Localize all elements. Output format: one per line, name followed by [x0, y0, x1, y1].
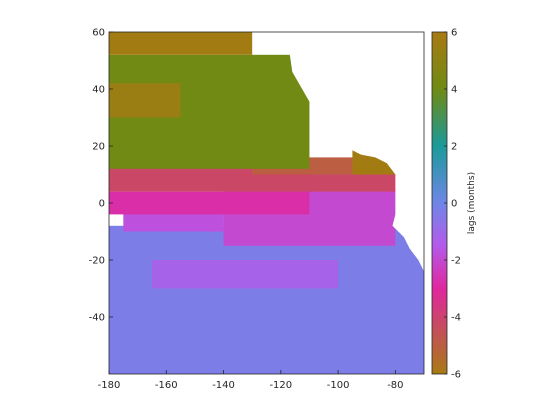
y-tick-label: 40: [92, 85, 105, 96]
heatmap-cells: [109, 32, 424, 374]
heatmap-cell-north-pacific-inner: [109, 83, 181, 118]
x-axis: -180 -160 -140 -120 -100 -80: [98, 370, 404, 391]
colorbar-tick-label: 6: [451, 28, 457, 39]
y-axis: -40 -20 0 20 40 60: [89, 28, 113, 324]
heatmap-cell-south-band: [151, 260, 339, 289]
land-shape-0: [257, 32, 424, 272]
x-tick-label: -140: [212, 380, 235, 391]
x-tick-label: -180: [98, 380, 121, 391]
x-tick-label: -160: [155, 380, 178, 391]
x-tick-label: -120: [269, 380, 292, 391]
colorbar: -6 -4 -2 0 2 4 6 lags (months): [431, 28, 477, 381]
y-tick-label: 60: [92, 28, 105, 39]
x-tick-label: -100: [327, 380, 350, 391]
heatmap-cell-south-pacific: [109, 225, 424, 374]
colorbar-tick-label: -4: [451, 313, 461, 324]
y-tick-label: -20: [89, 256, 105, 267]
y-tick-label: 0: [99, 199, 105, 210]
colorbar-tick-label: 2: [451, 142, 457, 153]
plot-area: [109, 32, 424, 374]
colorbar-ticks: -6 -4 -2 0 2 4 6: [444, 28, 461, 381]
land-shape-1: [349, 32, 424, 78]
colorbar-tick-label: 4: [451, 85, 457, 96]
colorbar-tick-label: -6: [451, 370, 461, 381]
x-tick-label: -80: [387, 380, 403, 391]
heatmap-cell-equatorial-core: [109, 191, 310, 215]
land-mask: [257, 32, 424, 272]
heatmap-cell-high-latitude-north: [109, 32, 253, 55]
colorbar-tick-label: 0: [451, 199, 457, 210]
y-tick-label: -40: [89, 313, 105, 324]
colorbar-label: lags (months): [467, 172, 477, 234]
colorbar-tick-label: -2: [451, 256, 461, 267]
y-tick-label: 20: [92, 142, 105, 153]
